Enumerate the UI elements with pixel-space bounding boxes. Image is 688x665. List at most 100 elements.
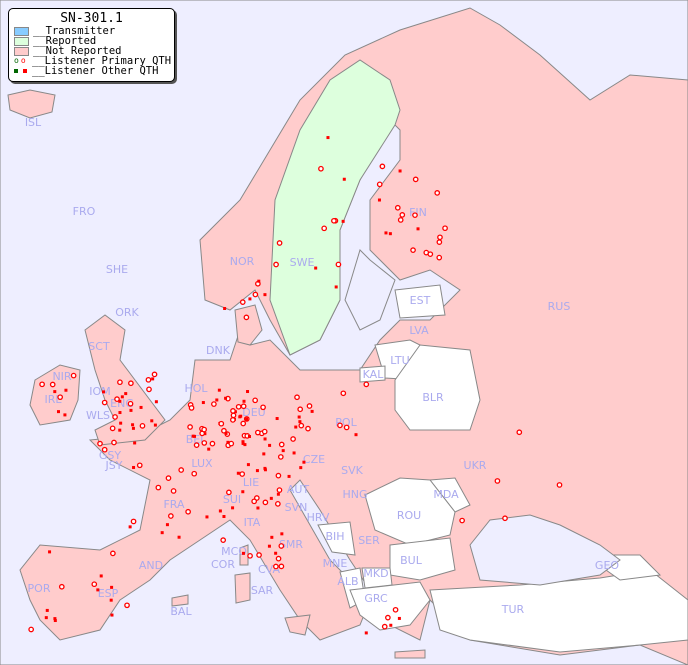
listener-primary-marker [101, 446, 108, 453]
listener-primary-marker [276, 240, 283, 246]
legend-label: __Transmitter [33, 25, 116, 37]
listener-other-marker [416, 227, 420, 231]
listener-other-marker [165, 523, 169, 527]
country-label-ser: SER [358, 534, 380, 547]
listener-other-marker [241, 441, 245, 445]
listener-other-marker [96, 588, 100, 592]
listener-other-marker [341, 219, 345, 223]
listener-primary-marker [436, 254, 443, 261]
listener-other-marker [326, 136, 330, 140]
listener-primary-marker [277, 454, 284, 460]
country-label-smr: SMR [279, 538, 303, 551]
country-label-dnk: DNK [206, 344, 231, 357]
country-label-grc: GRC [364, 592, 388, 605]
country-crete [394, 649, 426, 659]
country-label-mkd: MKD [363, 567, 388, 580]
listener-other-marker [205, 515, 209, 519]
listener-other-marker [398, 169, 402, 173]
listener-other-marker [275, 417, 279, 421]
country-sicily [284, 614, 311, 636]
listener-primary-marker [252, 291, 259, 298]
listener-other-marker [132, 465, 136, 469]
listener-primary-marker [243, 314, 250, 321]
listener-other-marker [226, 440, 230, 444]
listener-other-marker [218, 509, 222, 513]
listener-other-marker [294, 425, 298, 429]
reported-swatch [14, 36, 29, 46]
listener-primary-marker [385, 614, 391, 621]
listener-other-marker [297, 415, 301, 419]
listener-primary-marker [254, 429, 261, 436]
listener-other-marker [217, 388, 221, 392]
listener-other-marker [241, 490, 245, 494]
country-label-iom: IOM [89, 385, 110, 398]
listener-other-marker [215, 398, 219, 402]
listener-primary-marker [240, 420, 247, 427]
listener-primary-marker [331, 217, 337, 224]
listener-other-marker [389, 623, 393, 627]
country-bih [317, 521, 356, 556]
listener-primary-marker [211, 401, 217, 407]
listener-other-marker [160, 531, 164, 535]
country-label-mne: MNE [323, 557, 348, 570]
country-label-tur: TUR [501, 603, 525, 616]
listener-other-marker [292, 451, 296, 455]
listener-other-marker [246, 390, 250, 394]
listener-other-marker [267, 544, 271, 548]
listener-other-marker [274, 551, 278, 555]
legend-label: __Reported [33, 35, 97, 47]
listener-other-marker [119, 421, 123, 425]
country-label-nir: NIR [52, 370, 71, 383]
listener-primary-marker [261, 428, 268, 435]
listener-primary-marker [337, 422, 343, 429]
listener-other-marker [268, 443, 272, 447]
country-label-kal: KAL [363, 368, 385, 381]
listener-primary-marker [335, 261, 342, 268]
country-label-ukr: UKR [464, 459, 487, 472]
black-sea [469, 514, 621, 586]
transmitter-swatch [14, 26, 29, 36]
legend-label: __Not Reported [33, 45, 122, 57]
listener-primary-marker [28, 626, 35, 633]
country-label-cze: CZE [303, 453, 325, 466]
listener-other-marker [99, 574, 103, 578]
listener-other-marker [262, 452, 266, 456]
listener-other-marker [257, 279, 261, 283]
listener-primary-marker [397, 217, 404, 223]
country-label-mda: MDA [433, 488, 459, 501]
legend-label: __Listener Other QTH [32, 65, 159, 77]
listener-other-marker [45, 608, 49, 612]
listener-other-marker [109, 598, 113, 602]
country-label-hrv: HRV [307, 511, 330, 524]
listener-primary-marker [178, 467, 185, 473]
listener-primary-marker [114, 396, 120, 403]
listener-other-marker [241, 440, 245, 444]
country-labels: ISL FRO SHE ORK NOR SWE FIN RUS EST LVA LTU KAL BLR D… [25, 116, 620, 618]
listener-primary-marker [256, 552, 262, 558]
country-label-svn: SVN [285, 501, 308, 514]
listener-primary-marker [101, 399, 108, 406]
listener-other-marker [53, 617, 57, 621]
listener-other-marker [207, 447, 211, 451]
listener-primary-marker [436, 239, 443, 245]
listener-other-marker [64, 388, 68, 392]
listener-primary-marker [127, 400, 134, 407]
listener-primary-marker [188, 405, 195, 411]
listener-other-marker [263, 468, 267, 472]
listener-other-marker [48, 550, 52, 554]
listener-primary-marker [252, 397, 259, 404]
listener-other-marker [287, 474, 291, 478]
country-label-mco: MCO [221, 545, 247, 558]
listener-primary-marker [168, 513, 174, 519]
country-label-lux: LUX [191, 457, 213, 470]
listener-other-marker [384, 231, 388, 235]
filled-square-icon [14, 69, 28, 73]
country-blr [394, 344, 481, 431]
listener-primary-marker [139, 422, 146, 429]
listener-primary-marker [399, 212, 406, 218]
listener-primary-marker [57, 394, 64, 401]
country-rou [364, 477, 456, 546]
listener-primary-marker [494, 478, 501, 484]
listener-primary-marker [49, 381, 56, 388]
listener-other-marker [44, 616, 48, 620]
